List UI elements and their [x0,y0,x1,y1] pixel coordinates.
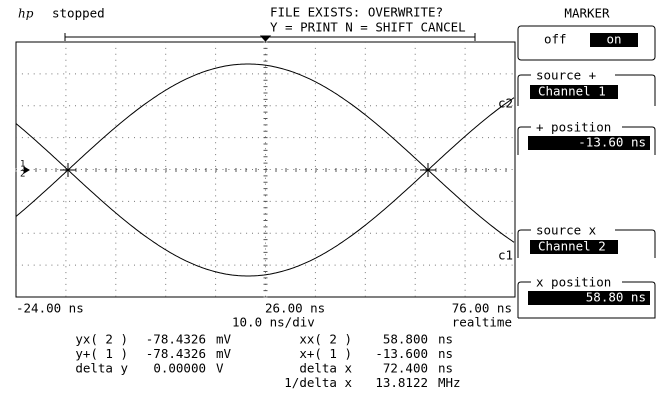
time-left: -24.00 ns [16,301,84,316]
panel-title: MARKER [564,6,610,21]
meas-unit: MHz [438,375,461,390]
meas-label: x+( 1 ) [299,346,352,361]
meas-label: y+( 1 ) [75,346,128,361]
meas-label: 1/delta x [284,375,352,390]
meas-value: 0.00000 [153,361,206,376]
meas-unit: ns [438,332,453,347]
graticule [15,41,516,298]
waveform [15,97,515,277]
meas-value: 13.8122 [375,375,428,390]
field-frame [517,74,656,106]
meas-label: yx( 2 ) [75,332,128,347]
logo: hp [18,7,34,21]
meas-value: -13.600 [375,346,428,361]
time-scale: 10.0 ns/div [232,315,315,330]
meas-unit: mV [216,332,232,347]
status: stopped [52,6,105,21]
field-box[interactable] [528,136,650,150]
field-frame [517,229,656,258]
field-label: + position [536,120,611,135]
message: Y = PRINT N = SHIFT CANCEL [270,20,466,35]
field-box[interactable] [530,85,618,99]
meas-label: delta y [75,361,128,376]
field-box[interactable] [530,240,618,254]
meas-unit: mV [216,346,232,361]
toggle-on-bg [590,33,638,47]
field-frame [517,281,656,319]
meas-value: -78.4326 [146,346,206,361]
meas-label: delta x [299,361,352,376]
markers [23,163,436,177]
time-bar [64,33,476,42]
field-value[interactable]: Channel 1 [538,84,606,99]
meas-unit: ns [438,346,453,361]
waveform [15,63,515,243]
time-right: 76.00 ns [452,301,512,316]
ground-label: 1 [20,160,25,170]
meas-unit: ns [438,361,453,376]
measurements: yx( 2 ) -78.4326 mV y+( 1 ) -78.4326 mV delta … [75,332,460,391]
meas-value: 72.400 [383,361,428,376]
meas-label: xx( 2 ) [299,332,352,347]
traces [15,63,515,277]
field-label: x position [536,275,611,290]
marker-toggle[interactable] [517,25,656,61]
field-value[interactable]: 58.80 ns [586,290,646,305]
meas-unit: V [216,361,224,376]
toggle-on[interactable]: on [606,32,621,47]
field-label: source + [536,68,596,83]
meas-value: -78.4326 [146,332,206,347]
field-frame [517,126,656,155]
message: FILE EXISTS: OVERWRITE? [270,5,443,20]
acq-mode: realtime [452,315,512,330]
toggle-off[interactable]: off [544,32,567,47]
field-label: source x [536,223,597,238]
field-value[interactable]: -13.60 ns [578,135,646,150]
trace-label: c1 [498,248,513,263]
trace-label: c2 [498,96,513,111]
field-box[interactable] [528,291,650,305]
field-value[interactable]: Channel 2 [538,239,606,254]
meas-value: 58.800 [383,332,428,347]
ground-label: 2 [20,170,25,180]
time-center: 26.00 ns [265,301,325,316]
